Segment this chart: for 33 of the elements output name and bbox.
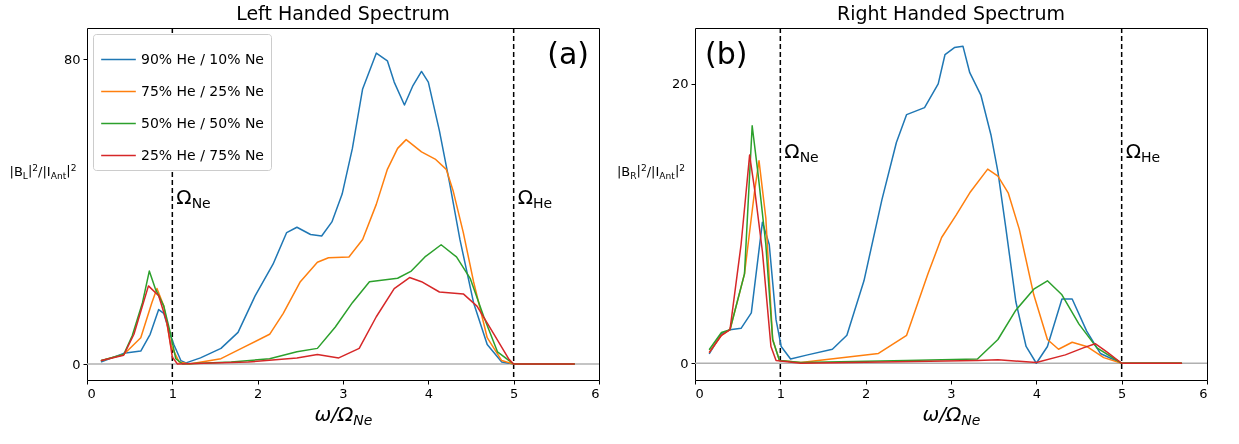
x-tick-label: 1 — [168, 385, 177, 401]
y-axis-title: |B$_{R}$|$^{2}$/|I$_{Ant}$|$^{2}$ — [616, 162, 686, 182]
x-tick-label: 3 — [947, 385, 956, 401]
x-tick-label: 4 — [1032, 385, 1041, 401]
annotation: (b) — [705, 36, 748, 71]
x-axis-title: ω/Ω$_{Ne}$ — [922, 401, 981, 428]
y-tick-label: 80 — [63, 51, 81, 67]
x-tick-label: 0 — [695, 385, 704, 401]
x-tick-label: 4 — [424, 385, 433, 401]
ref-line-label: Ω$_{Ne}$ — [176, 185, 211, 212]
ref-line-label: Ω$_{He}$ — [1125, 139, 1161, 166]
chart-title: Right Handed Spectrum — [837, 2, 1065, 25]
annotation: (a) — [547, 36, 589, 71]
legend-label: 50% He / 50% Ne — [141, 114, 264, 131]
x-tick-label: 6 — [591, 385, 600, 401]
x-tick-label: 1 — [776, 385, 785, 401]
y-axis-title: |B$_{L}$|$^{2}$/|I$_{Ant}$|$^{2}$ — [9, 162, 77, 182]
x-tick-label: 6 — [1199, 385, 1208, 401]
x-tick-label: 0 — [87, 385, 96, 401]
legend-label: 75% He / 25% Ne — [141, 82, 264, 99]
x-tick-label: 3 — [339, 385, 348, 401]
line-series — [100, 276, 575, 365]
ref-line-label: Ω$_{He}$ — [517, 185, 553, 212]
x-tick-label: 2 — [862, 385, 871, 401]
legend-label: 25% He / 75% Ne — [141, 146, 264, 163]
legend-label: 90% He / 10% Ne — [141, 50, 264, 67]
chart-title: Left Handed Spectrum — [236, 2, 450, 25]
x-tick-label: 5 — [1118, 385, 1127, 401]
x-axis-title: ω/Ω$_{Ne}$ — [314, 401, 373, 428]
x-tick-label: 5 — [510, 385, 519, 401]
y-tick-label: 20 — [671, 76, 689, 92]
x-tick-label: 2 — [254, 385, 263, 401]
ref-line-label: Ω$_{Ne}$ — [784, 139, 819, 166]
